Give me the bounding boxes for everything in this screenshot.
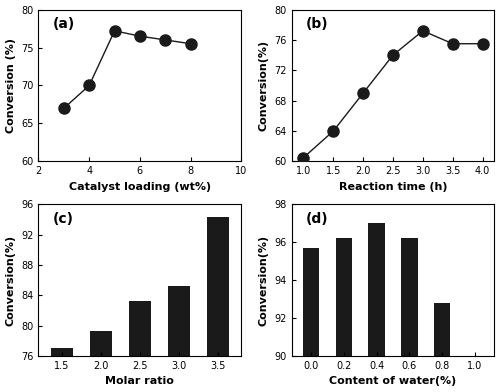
X-axis label: Catalyst loading (wt%): Catalyst loading (wt%) (69, 182, 211, 192)
Bar (129, 301, 151, 392)
Bar (401, 238, 417, 392)
Y-axis label: Conversion (%): Conversion (%) (6, 38, 16, 133)
Bar (336, 238, 352, 392)
X-axis label: Molar ratio: Molar ratio (106, 376, 174, 387)
Bar (303, 248, 320, 392)
Bar (168, 286, 190, 392)
Y-axis label: Conversion(%): Conversion(%) (6, 234, 16, 326)
Bar (434, 303, 450, 392)
X-axis label: Content of water(%): Content of water(%) (330, 376, 456, 387)
X-axis label: Reaction time (h): Reaction time (h) (338, 182, 447, 192)
Bar (51, 348, 73, 392)
Bar (207, 217, 229, 392)
Y-axis label: Conversion(%): Conversion(%) (258, 234, 268, 326)
Text: (c): (c) (52, 212, 74, 226)
Text: (b): (b) (306, 17, 328, 31)
Bar (90, 331, 112, 392)
Bar (466, 367, 483, 392)
Text: (a): (a) (52, 17, 75, 31)
Bar (368, 223, 385, 392)
Y-axis label: Conversion(%): Conversion(%) (258, 40, 268, 131)
Text: (d): (d) (306, 212, 328, 226)
